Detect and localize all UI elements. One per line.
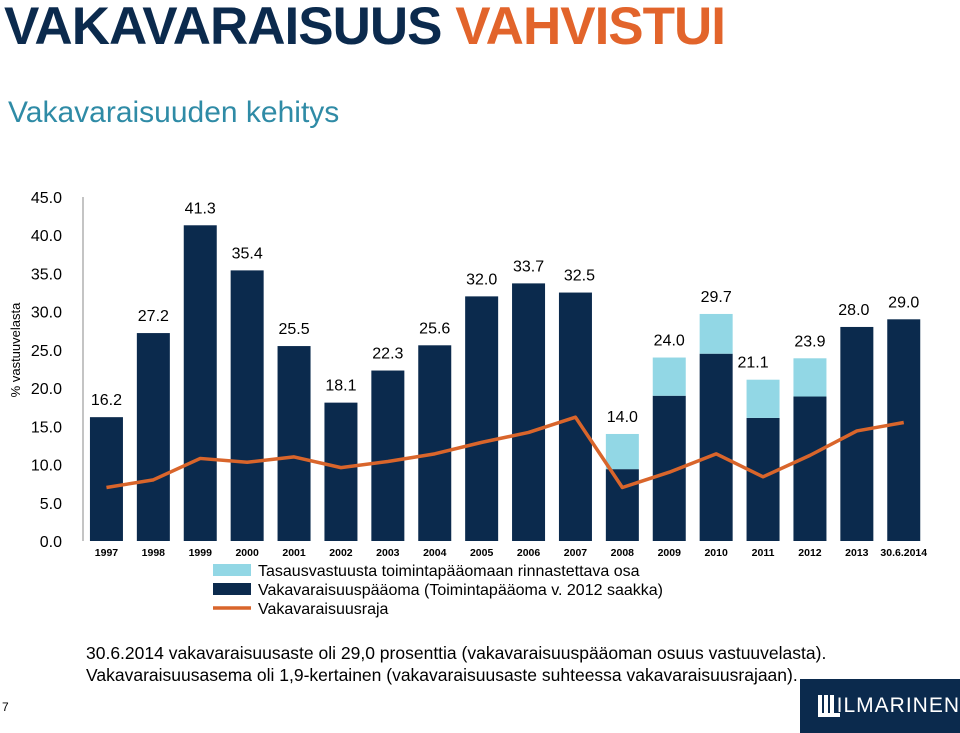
title-part-1: VAKAVARAISUUS (4, 0, 443, 56)
x-tick-label: 2003 (376, 547, 400, 559)
slide-title: VAKAVARAISUUS VAHVISTUI (4, 0, 726, 57)
data-label: 33.7 (513, 258, 544, 275)
bar-solvency-capital (793, 396, 827, 541)
line-solvency-limit (106, 415, 905, 490)
y-tick-label: 5.0 (40, 496, 62, 513)
x-tick-label: 1997 (95, 547, 119, 559)
data-label: 25.6 (419, 320, 450, 337)
data-label: 29.7 (701, 289, 732, 306)
bar-equalisation-provision (699, 313, 733, 354)
bar-solvency-capital (887, 319, 921, 541)
footnote: 30.6.2014 vakavaraisuusaste oli 29,0 pro… (86, 642, 826, 686)
y-axis-title: % vastuuvelasta (8, 302, 23, 397)
data-label: 29.0 (888, 294, 919, 311)
y-tick-label: 10.0 (31, 458, 62, 475)
y-tick-label: 40.0 (31, 228, 62, 245)
bar-solvency-capital (512, 283, 546, 541)
slide-subtitle: Vakavaraisuuden kehitys (8, 96, 340, 129)
footnote-line-2: Vakavaraisuusasema oli 1,9-kertainen (va… (86, 665, 798, 685)
bar-solvency-capital (371, 370, 405, 541)
x-tick-label: 2001 (282, 547, 306, 559)
bar-equalisation-provision (652, 357, 686, 396)
y-tick-label: 25.0 (31, 343, 62, 360)
bar-solvency-capital (465, 296, 499, 541)
bar-solvency-capital (230, 270, 264, 541)
y-tick-label: 35.0 (31, 266, 62, 283)
x-tick-label: 2002 (329, 547, 353, 559)
bar-solvency-capital (324, 402, 358, 541)
data-label: 18.1 (325, 378, 356, 395)
x-tick-label: 2011 (752, 547, 775, 559)
legend-label: Tasausvastuusta toimintapääomaan rinnast… (258, 563, 640, 580)
x-tick-label: 2004 (423, 547, 447, 559)
x-tick-label: 30.6.2014 (880, 547, 927, 559)
x-tick-label: 2005 (470, 547, 494, 559)
y-tick-label: 0.0 (40, 534, 62, 551)
data-label: 22.3 (372, 346, 403, 363)
logo-mark-icon (818, 695, 840, 717)
data-label: 21.1 (737, 355, 768, 372)
bar-solvency-capital (605, 469, 639, 541)
data-label: 41.3 (185, 200, 216, 217)
bar-equalisation-provision (605, 433, 639, 470)
x-tick-label: 2010 (704, 547, 728, 559)
solvency-chart: % vastuuvelasta 0.0 5.0 10.0 15.0 20.0 25.0 30.… (8, 190, 927, 618)
data-label: 25.5 (278, 321, 309, 338)
bar-solvency-capital (183, 225, 217, 542)
data-label: 28.0 (838, 302, 869, 319)
x-tick-label: 2007 (564, 547, 588, 559)
data-label: 16.2 (91, 392, 122, 409)
bar-equalisation-provision (793, 358, 827, 397)
x-tick-label: 1999 (189, 547, 213, 559)
data-label: 24.0 (654, 333, 685, 350)
data-label: 23.9 (794, 333, 825, 350)
legend-swatch (213, 564, 251, 576)
legend-label: Vakavaraisuuspääoma (Toimintapääoma v. 2… (258, 582, 663, 599)
x-tick-label: 2009 (658, 547, 682, 559)
x-tick-label: 2000 (235, 547, 259, 559)
bar-equalisation-provision (746, 379, 780, 418)
bar-solvency-capital (89, 417, 123, 541)
bar-solvency-capital (418, 345, 452, 541)
logo-text: ILMARINEN (836, 694, 960, 717)
bar-solvency-capital (840, 326, 874, 541)
data-label: 14.0 (607, 409, 638, 426)
data-label: 32.0 (466, 271, 497, 288)
bar-solvency-capital (136, 333, 170, 541)
x-tick-label: 2006 (517, 547, 541, 559)
page-number: 7 (2, 700, 9, 714)
x-tick-label: 1998 (142, 547, 166, 559)
footnote-line-1: 30.6.2014 vakavaraisuusaste oli 29,0 pro… (86, 643, 827, 663)
legend-swatch (213, 583, 251, 595)
bar-solvency-capital (746, 417, 780, 541)
data-label: 35.4 (232, 245, 263, 262)
x-tick-label: 2013 (845, 547, 869, 559)
y-tick-label: 30.0 (31, 305, 62, 322)
company-logo: ILMARINEN (800, 679, 960, 733)
x-tick-label: 2012 (798, 547, 822, 559)
y-tick-label: 20.0 (31, 381, 62, 398)
data-label: 32.5 (564, 268, 595, 285)
x-tick-label: 2008 (611, 547, 635, 559)
y-tick-label: 15.0 (31, 419, 62, 436)
data-label: 27.2 (138, 308, 169, 325)
legend-label: Vakavaraisuusraja (258, 601, 389, 618)
y-tick-label: 45.0 (31, 190, 62, 207)
bar-solvency-capital (699, 353, 733, 541)
bar-solvency-capital (277, 346, 311, 541)
title-part-2: VAHVISTUI (455, 0, 726, 56)
